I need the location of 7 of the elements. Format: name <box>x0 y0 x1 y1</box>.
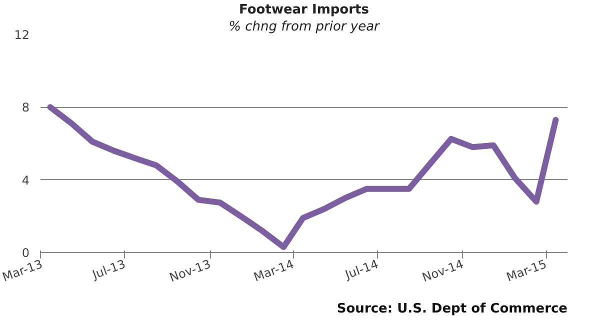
y-tick-label: 12 <box>14 28 30 42</box>
chart-subtitle: % chng from prior year <box>228 20 382 34</box>
y-tick-label: 4 <box>22 173 30 188</box>
chart-title: Footwear Imports <box>239 2 370 18</box>
y-tick-label: 0 <box>22 246 30 260</box>
source-note: Source: U.S. Dept of Commerce <box>336 302 568 316</box>
y-tick-label: 8 <box>22 100 30 115</box>
